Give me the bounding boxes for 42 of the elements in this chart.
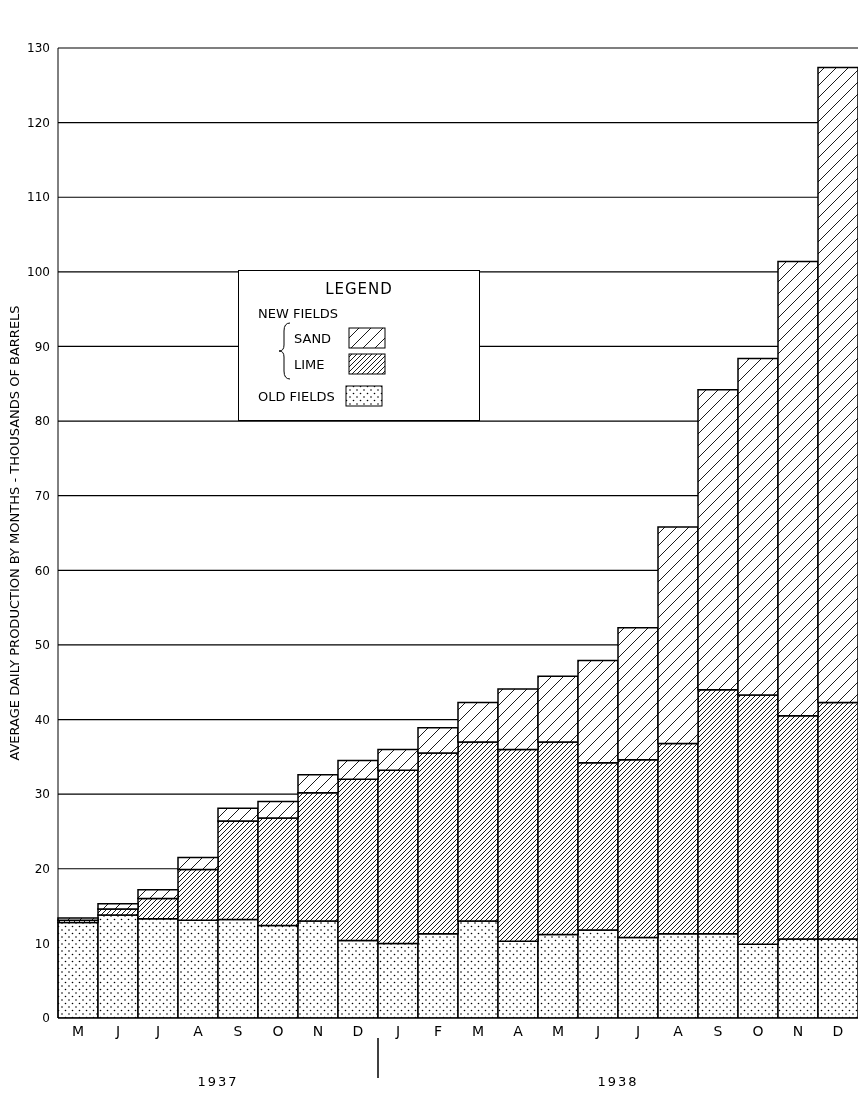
text: 1937 [196,1074,240,1089]
x-tick-label: A [513,1022,524,1039]
x-tick-label: J [594,1022,601,1039]
legend-title: LEGEND [324,280,394,298]
y-tick-label: 110 [27,190,50,205]
x-tick-label: A [673,1022,684,1039]
x-tick-label: O [752,1022,764,1039]
x-tick-label: S [713,1022,723,1039]
y-tick-label: 80 [34,414,50,429]
y-tick-label: 40 [34,712,50,727]
x-tick-label: O [272,1022,284,1039]
x-tick-label: M [71,1022,85,1039]
x-tick-label: M [471,1022,485,1039]
x-tick-label: J [634,1022,641,1039]
legend-label: LIME [294,356,326,372]
x-tick-label: J [114,1022,121,1039]
x-tick-label: N [792,1022,804,1039]
legend-label: SAND [294,330,333,346]
x-tick-label: M [551,1022,565,1039]
y-tick-label: 120 [27,115,50,130]
x-tick-label: D [352,1022,364,1039]
text: 1938 [596,1074,640,1089]
annotation: NEW FIELDS [258,306,339,321]
y-tick-label: 60 [34,563,50,578]
y-tick-label: 10 [34,936,50,951]
y-tick-label: 50 [34,638,50,653]
y-tick-label: 100 [27,265,50,280]
legend-label: OLD FIELDS [258,388,335,404]
x-tick-label: F [433,1022,443,1039]
x-tick-label: A [193,1022,204,1039]
y-tick-label: 130 [27,41,50,56]
y-axis-title: AVERAGE DAILY PRODUCTION BY MONTHS - THOUSANDS OF BARRELS [6,305,22,761]
x-tick-label: J [154,1022,161,1039]
y-tick-label: 70 [34,488,50,503]
x-tick-label: S [233,1022,243,1039]
y-tick-label: 90 [34,339,50,354]
y-tick-label: 20 [34,862,50,877]
x-tick-label: N [312,1022,324,1039]
x-tick-label: D [832,1022,844,1039]
x-tick-label: J [394,1022,401,1039]
y-tick-label: 30 [34,787,50,802]
y-tick-label: 0 [42,1011,50,1026]
